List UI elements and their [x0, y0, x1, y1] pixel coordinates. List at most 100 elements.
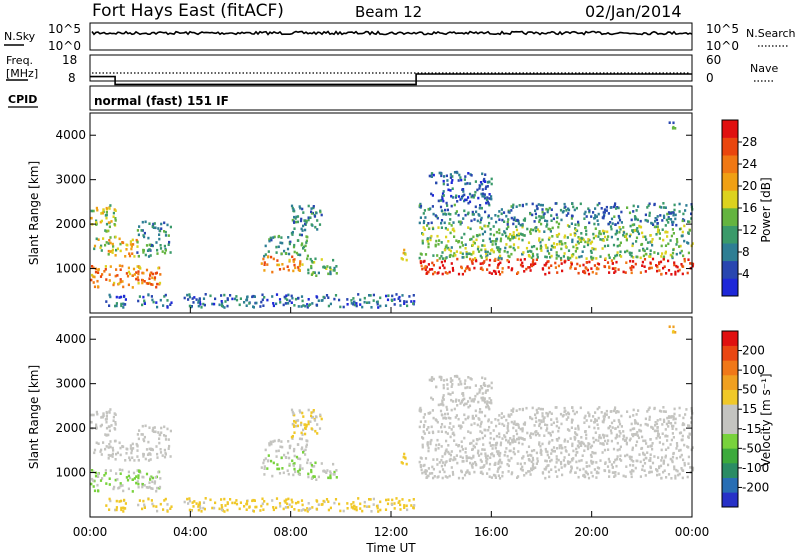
velocity-echo-cell — [435, 443, 438, 447]
velocity-echo-cell — [116, 478, 119, 481]
power-echo-cell — [312, 206, 315, 210]
power-echo-cell — [688, 220, 691, 224]
velocity-echo-cell — [629, 437, 632, 441]
power-echo-cell — [619, 228, 622, 231]
power-echo-cell — [448, 255, 452, 258]
power-echo-cell — [683, 224, 686, 228]
velocity-echo-cell — [233, 501, 237, 505]
power-echo-cell — [153, 276, 157, 279]
velocity-echo-cell — [488, 441, 491, 445]
power-echo-cell — [602, 239, 605, 242]
power-echo-cell — [143, 302, 146, 305]
power-echo-cell — [426, 237, 429, 240]
power-echo-cell — [655, 264, 658, 267]
velocity-echo-cell — [631, 433, 634, 436]
power-echo-cell — [683, 259, 686, 263]
power-echo-cell — [527, 266, 530, 269]
velocity-echo-cell — [490, 401, 493, 405]
velocity-echo-cell — [651, 461, 655, 465]
velocity-echo-cell — [635, 440, 639, 444]
velocity-echo-cell — [556, 475, 559, 478]
velocity-echo-cell — [470, 457, 473, 460]
velocity-echo-cell — [487, 406, 490, 409]
velocity-echo-cell — [624, 454, 627, 458]
power-echo-cell — [442, 212, 445, 216]
velocity-echo-cell — [281, 467, 284, 470]
velocity-echo-cell — [642, 439, 645, 443]
velocity-echo-cell — [302, 451, 305, 454]
velocity-echo-cell — [633, 419, 637, 422]
power-echo-cell — [654, 220, 657, 223]
power-echo-cell — [567, 257, 570, 260]
velocity-echo-cell — [541, 414, 544, 418]
power-echo-cell — [307, 298, 310, 301]
velocity-echo-cell — [482, 396, 485, 400]
velocity-echo-cell — [157, 431, 160, 434]
power-echo-cell — [488, 263, 491, 267]
power-echo-cell — [653, 225, 656, 229]
velocity-echo-cell — [169, 507, 172, 510]
velocity-echo-cell — [294, 424, 298, 428]
velocity-echo-cell — [463, 436, 466, 440]
power-echo-cell — [575, 206, 578, 210]
velocity-echo-cell — [440, 425, 443, 429]
power-echo-cell — [566, 224, 570, 227]
power-echo-cell — [572, 245, 575, 249]
velocity-echo-cell — [488, 407, 491, 411]
velocity-echo-cell — [629, 463, 632, 467]
velocity-echo-cell — [461, 460, 464, 463]
velocity-echo-cell — [541, 407, 544, 411]
velocity-echo-cell — [618, 430, 621, 433]
velocity-echo-cell — [471, 417, 474, 420]
power-echo-cell — [269, 236, 272, 240]
velocity-echo-cell — [638, 428, 641, 432]
velocity-echo-cell — [243, 505, 246, 508]
velocity-echo-cell — [582, 467, 585, 471]
power-echo-cell — [571, 255, 574, 258]
power-echo-cell — [618, 226, 621, 229]
velocity-echo-cell — [491, 444, 494, 447]
power-echo-cell — [163, 251, 167, 255]
power-echo-cell — [544, 243, 547, 247]
power-echo-cell — [233, 297, 237, 301]
velocity-echo-cell — [376, 506, 379, 510]
power-echo-cell — [103, 270, 106, 273]
power-echo-cell — [530, 264, 534, 268]
velocity-echo-cell — [631, 427, 634, 431]
power-echo-cell — [618, 244, 621, 247]
velocity-echo-cell — [197, 503, 201, 507]
power-echo-cell — [97, 271, 100, 274]
power-echo-cell — [479, 254, 482, 258]
velocity-echo-cell — [504, 450, 507, 454]
velocity-echo-cell — [626, 410, 629, 413]
power-echo-cell — [592, 247, 595, 251]
velocity-echo-cell — [599, 459, 602, 462]
velocity-echo-cell — [464, 447, 467, 450]
velocity-echo-cell — [671, 427, 674, 430]
velocity-echo-cell — [480, 452, 483, 456]
power-echo-cell — [555, 220, 558, 224]
velocity-echo-cell — [283, 499, 286, 503]
power-echo-cell — [612, 243, 616, 247]
power-echo-cell — [100, 249, 103, 252]
power-echo-cell — [521, 265, 524, 268]
velocity-echo-cell — [213, 506, 216, 510]
power-echo-cell — [575, 243, 578, 247]
velocity-echo-cell — [245, 502, 249, 506]
velocity-echo-cell — [127, 487, 130, 491]
power-echo-cell — [95, 223, 98, 226]
power-echo-cell — [593, 217, 596, 220]
velocity-echo-cell — [569, 437, 572, 440]
velocity-echo-cell — [310, 470, 313, 474]
power-echo-cell — [636, 255, 639, 259]
power-echo-cell — [472, 235, 475, 239]
velocity-echo-cell — [610, 439, 613, 443]
colorbar-segment — [722, 331, 738, 346]
velocity-echo-cell — [147, 459, 151, 462]
power-echo-cell — [622, 226, 625, 229]
velocity-echo-cell — [220, 508, 224, 512]
power-echo-cell — [481, 182, 484, 186]
power-echo-cell — [506, 250, 509, 254]
date-title: 02/Jan/2014 — [585, 2, 682, 21]
